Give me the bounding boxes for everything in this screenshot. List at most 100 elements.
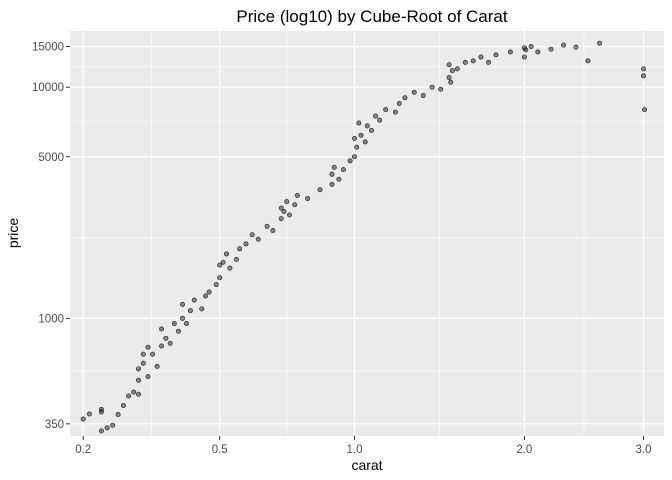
data-point xyxy=(145,374,151,380)
data-point xyxy=(270,227,276,233)
data-point xyxy=(199,306,205,312)
data-point xyxy=(377,117,383,123)
data-point xyxy=(175,328,181,334)
data-point xyxy=(347,158,353,164)
data-point xyxy=(80,416,86,422)
data-point xyxy=(191,297,197,303)
data-point xyxy=(446,75,452,81)
data-point xyxy=(528,43,534,49)
data-point xyxy=(237,246,243,252)
data-point xyxy=(561,42,567,48)
data-point xyxy=(110,422,116,428)
data-point xyxy=(255,236,261,242)
x-tick-label: 2.0 xyxy=(516,444,532,456)
x-axis-label: carat xyxy=(351,457,382,473)
data-point xyxy=(438,86,444,92)
data-point xyxy=(641,66,647,72)
y-axis-ticks: 350 1000 5000 10000 15000 xyxy=(32,41,70,431)
data-point xyxy=(362,139,368,145)
data-point xyxy=(278,216,284,222)
data-point xyxy=(317,187,323,193)
data-point xyxy=(292,202,298,208)
data-point xyxy=(368,127,374,133)
data-point xyxy=(98,409,104,415)
data-point xyxy=(373,113,379,119)
data-point xyxy=(140,351,146,357)
data-point xyxy=(213,282,219,288)
data-point xyxy=(329,171,335,177)
x-axis-ticks: 0.2 0.5 1.0 2.0 3.0 xyxy=(75,436,652,456)
x-tick-label: 1.0 xyxy=(347,444,363,456)
data-point xyxy=(264,223,270,229)
data-point xyxy=(585,58,591,64)
data-point xyxy=(278,205,284,211)
data-point xyxy=(340,167,346,173)
data-point xyxy=(402,95,408,101)
data-point xyxy=(352,135,358,141)
y-tick-label: 10000 xyxy=(32,82,64,94)
y-tick-label: 5000 xyxy=(38,152,64,164)
data-point xyxy=(249,232,255,238)
data-point xyxy=(184,321,190,327)
data-point xyxy=(305,196,311,202)
data-point xyxy=(98,428,104,434)
data-point xyxy=(154,363,160,369)
y-tick-label: 15000 xyxy=(32,41,64,53)
data-point xyxy=(159,326,165,332)
data-point xyxy=(98,406,104,412)
data-point xyxy=(187,308,193,314)
x-tick-label: 3.0 xyxy=(636,444,652,456)
data-point xyxy=(281,208,287,214)
data-point xyxy=(135,366,141,372)
data-point xyxy=(202,293,208,299)
data-point xyxy=(420,93,426,99)
data-point xyxy=(167,340,173,346)
data-point xyxy=(493,52,499,58)
data-point xyxy=(392,109,398,115)
data-point xyxy=(131,389,137,395)
data-point xyxy=(286,212,292,218)
data-point xyxy=(449,68,455,74)
data-point xyxy=(396,101,402,107)
data-point xyxy=(462,59,468,65)
data-point xyxy=(507,49,513,55)
data-point xyxy=(535,49,541,55)
data-point xyxy=(470,58,476,64)
data-point xyxy=(364,123,370,129)
data-point xyxy=(217,275,223,281)
data-point xyxy=(294,193,300,199)
data-point xyxy=(411,89,417,95)
data-point xyxy=(641,73,647,79)
data-point xyxy=(331,164,337,170)
data-point xyxy=(597,40,603,46)
data-point xyxy=(356,120,362,126)
data-point xyxy=(145,344,151,350)
data-point xyxy=(224,251,230,257)
data-point xyxy=(180,315,186,321)
y-tick-label: 1000 xyxy=(38,313,64,325)
data-point xyxy=(140,360,146,366)
data-point xyxy=(171,321,177,327)
data-point xyxy=(478,54,484,60)
data-point xyxy=(115,411,121,417)
data-point xyxy=(454,66,460,72)
data-point xyxy=(642,107,648,113)
data-point xyxy=(448,79,454,85)
data-point xyxy=(150,351,156,357)
data-point xyxy=(336,176,342,182)
data-point xyxy=(135,377,141,383)
y-axis-label: price xyxy=(5,218,21,249)
data-point xyxy=(243,241,249,247)
data-point xyxy=(206,289,212,295)
data-point xyxy=(120,403,126,409)
chart-title: Price (log10) by Cube-Root of Carat xyxy=(236,7,507,26)
data-point xyxy=(523,47,529,53)
data-point xyxy=(217,262,223,268)
data-point xyxy=(354,144,360,150)
data-point xyxy=(329,181,335,187)
data-point xyxy=(352,154,358,160)
data-point xyxy=(383,107,389,113)
data-point xyxy=(548,46,554,52)
data-point xyxy=(180,301,186,307)
data-point xyxy=(233,256,239,262)
